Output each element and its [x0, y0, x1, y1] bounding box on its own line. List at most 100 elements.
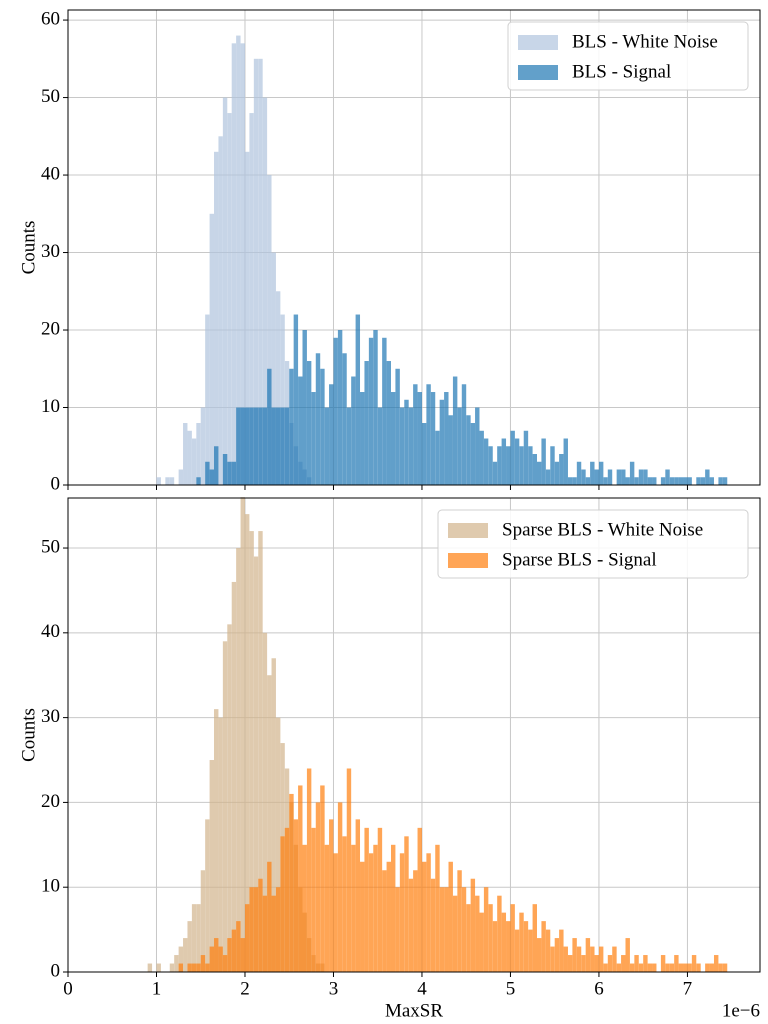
histogram-bar: [581, 469, 586, 485]
x-tick-label: 0: [63, 978, 73, 999]
histogram-bar: [612, 946, 617, 972]
histogram-bar: [320, 368, 325, 485]
histogram-bar: [674, 955, 679, 972]
histogram-bar: [683, 963, 688, 972]
histogram-bar: [652, 477, 657, 485]
histogram-bar: [306, 361, 312, 485]
histogram-bar: [665, 469, 670, 485]
histogram-bar: [262, 97, 268, 486]
histogram-bar: [629, 963, 635, 972]
histogram-bar: [275, 407, 281, 485]
histogram-bar: [483, 438, 489, 485]
histogram-bar: [413, 870, 418, 972]
histogram-bar: [302, 844, 307, 972]
histogram-bar: [284, 827, 290, 972]
histogram-bar: [253, 556, 259, 972]
histogram-bar: [452, 895, 458, 972]
histogram-bar: [315, 353, 321, 485]
histogram-bar: [267, 861, 272, 972]
histogram-bar: [209, 946, 215, 972]
histogram-bar: [236, 407, 241, 485]
histogram-bar: [355, 314, 361, 485]
y-tick-label: 30: [41, 241, 60, 262]
y-tick-label: 20: [41, 791, 60, 812]
y-tick-label: 60: [41, 8, 60, 29]
histogram-bar: [364, 361, 369, 485]
histogram-bar: [271, 407, 276, 485]
histogram-bar: [519, 912, 524, 972]
histogram-bar: [435, 430, 440, 485]
histogram-bar: [311, 827, 316, 972]
legend-label: BLS - Signal: [572, 61, 671, 82]
histogram-bar: [214, 709, 219, 972]
histogram-bar: [541, 438, 546, 485]
histogram-bar: [506, 921, 511, 972]
histogram-bar: [284, 407, 290, 485]
histogram-bar: [267, 368, 272, 485]
histogram-bar: [258, 878, 263, 972]
histogram-bar: [227, 461, 232, 485]
histogram-bar: [399, 853, 405, 972]
histogram-bar: [607, 469, 613, 485]
histogram-bar: [461, 887, 467, 972]
histogram-bar: [360, 392, 365, 485]
histogram-bar: [280, 314, 285, 485]
histogram-bar: [368, 337, 374, 485]
histogram-bar: [249, 407, 254, 485]
legend-box: [437, 509, 749, 579]
histogram-bar: [205, 819, 210, 972]
histogram-bar: [377, 407, 383, 485]
histogram-bar: [209, 760, 215, 972]
histogram-bar: [652, 963, 657, 972]
histogram-bar: [532, 454, 538, 485]
histogram-bar: [271, 658, 276, 972]
histogram-bar: [386, 361, 391, 485]
histogram-bar: [209, 469, 215, 485]
histogram-bar: [253, 887, 259, 972]
legend: BLS - White Noise BLS - Signal: [507, 21, 749, 91]
histogram-bar: [545, 929, 551, 972]
histogram-bar: [475, 895, 480, 972]
histogram-bar: [200, 870, 206, 972]
plot-frame: [67, 497, 761, 973]
y-tick-label: 10: [41, 876, 60, 897]
histogram-bar: [408, 407, 414, 485]
histogram-bar: [333, 337, 338, 485]
histogram-bar: [576, 461, 582, 485]
histogram-bar: [430, 392, 436, 485]
histogram-bar: [541, 921, 546, 972]
histogram-bar: [488, 446, 493, 485]
histogram-bar: [590, 461, 595, 485]
histogram-bar: [342, 836, 347, 972]
histogram-bar: [466, 904, 471, 972]
histogram-bar: [244, 407, 250, 485]
histogram-bar: [448, 415, 453, 485]
histogram-bar: [647, 477, 653, 485]
legend-swatch: [448, 553, 488, 568]
histogram-bar: [231, 43, 237, 486]
histogram-bar: [497, 895, 502, 972]
histogram-bar: [214, 151, 219, 485]
y-axis-label: Counts: [18, 221, 39, 275]
histogram-bar: [563, 946, 568, 972]
histogram-bar: [559, 929, 564, 972]
histogram-bar: [187, 963, 192, 972]
histogram-bar: [616, 469, 622, 485]
plot-frame: [67, 9, 761, 486]
histogram-bar: [368, 853, 374, 972]
histogram-bar: [572, 477, 577, 485]
legend: Sparse BLS - White Noise Sparse BLS - Sig…: [437, 509, 749, 579]
histogram-bar: [554, 461, 560, 485]
histogram-bar: [165, 477, 170, 485]
histogram-bar: [585, 938, 591, 972]
histogram-bar: [470, 423, 476, 485]
histogram-bar: [183, 938, 188, 972]
histogram-bar: [603, 963, 608, 972]
x-tick-label: 4: [417, 978, 427, 999]
histogram-bar: [594, 955, 599, 972]
x-tick-label: 7: [683, 978, 693, 999]
x-tick-label: 2: [240, 978, 250, 999]
histogram-bar: [563, 438, 568, 485]
histogram-bar: [616, 963, 622, 972]
y-tick-label: 50: [41, 536, 60, 557]
